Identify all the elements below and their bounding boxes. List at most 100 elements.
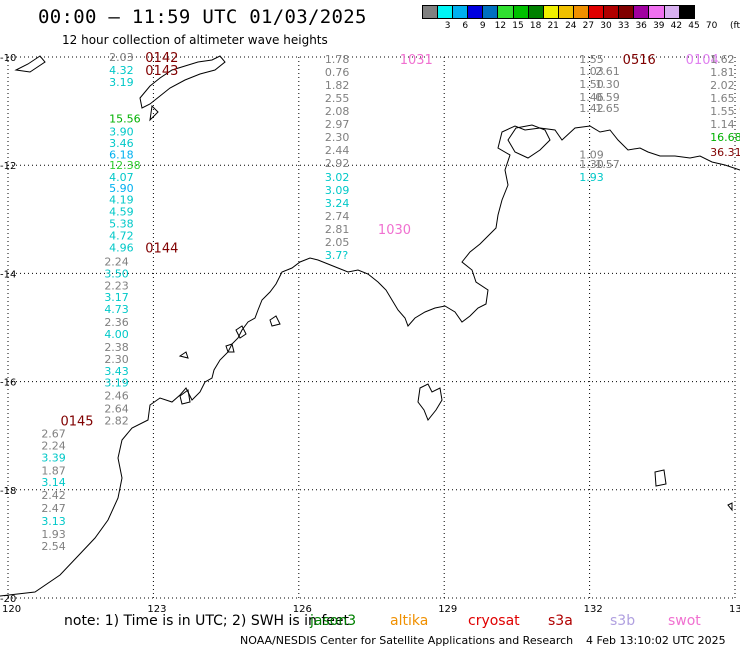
track-time-label: 0142	[145, 51, 178, 66]
wave-height-value: 2.64	[104, 403, 129, 416]
wave-height-value: 2.36	[104, 316, 129, 329]
wave-height-value: 3.7?	[325, 249, 348, 262]
legend-label: 12	[494, 21, 507, 31]
wave-height-value: 2.92	[325, 157, 350, 170]
footer-note: note: 1) Time is in UTC; 2) SWH is in fe…	[64, 613, 350, 629]
wave-height-value: 4.72	[109, 230, 133, 243]
generated-timestamp: 4 Feb 13:10:02 UTC 2025	[586, 634, 726, 647]
track-time-label: 1030	[378, 223, 411, 238]
credit-text: NOAA/NESDIS Center for Satellite Applica…	[240, 634, 574, 647]
wave-height-value: 36.31	[710, 146, 740, 159]
lat-tick-label: -14	[0, 269, 16, 280]
lon-tick-label: 132	[584, 604, 603, 615]
wave-height-value: 2.42	[41, 489, 66, 502]
wave-height-value: 1.46	[579, 91, 604, 104]
legend-label: 36	[635, 21, 647, 31]
wave-height-value: 1.14	[710, 118, 735, 131]
wave-height-value: 2.54	[41, 540, 66, 553]
map-subtitle: 12 hour collection of altimeter wave hei…	[62, 33, 328, 47]
wave-height-value: 2.03	[109, 51, 133, 64]
satellite-label: s3a	[548, 613, 573, 629]
footer: note: 1) Time is in UTC; 2) SWH is in fe…	[0, 612, 740, 650]
wave-height-value: 4.32	[109, 64, 133, 77]
lat-tick-label: -18	[0, 486, 16, 497]
legend-label: 24	[565, 21, 577, 31]
wave-height-value: 1.78	[325, 53, 350, 66]
wave-height-value: 0.59	[595, 91, 620, 104]
wave-height-value: 2.30	[325, 131, 350, 144]
wave-height-value: 2.81	[325, 223, 350, 236]
legend-label: 21	[547, 21, 559, 31]
legend-label: 27	[582, 21, 595, 31]
legend-label: 39	[653, 21, 665, 31]
satellite-label: altika	[390, 613, 429, 629]
satellite-label: cryosat	[468, 613, 520, 629]
wave-height-value: 1.30	[595, 78, 620, 91]
wave-height-value: 1.09	[579, 148, 604, 161]
wave-height-value: 3.02	[325, 171, 350, 184]
wave-height-value: 6.18	[109, 148, 133, 161]
wave-height-value: 1.03	[579, 65, 604, 78]
wave-height-value: 2.08	[325, 105, 350, 118]
wave-height-value: 0.76	[325, 66, 350, 79]
lon-tick-label: 120	[2, 604, 21, 615]
wave-height-value: 4.00	[104, 328, 129, 341]
wave-height-value: 3.09	[325, 184, 350, 197]
lat-tick-label: -20	[0, 594, 16, 605]
wave-height-value: 2.24	[41, 439, 66, 452]
coastline-mainland	[0, 125, 740, 597]
map-title: 00:00 – 11:59 UTC 01/03/2025	[38, 6, 367, 28]
wave-height-value: 2.55	[325, 92, 350, 105]
wave-height-value: 1.93	[579, 171, 604, 184]
wave-height-value: 2.47	[41, 502, 66, 515]
track-time-label: 1031	[400, 53, 433, 68]
lat-tick-label: -10	[0, 53, 16, 64]
wave-height-value: 3.90	[109, 126, 133, 139]
wave-height-value: 1.81	[710, 66, 735, 79]
wave-height-value: 3.39	[41, 451, 66, 464]
coastline-timor	[14, 55, 226, 122]
wave-height-value: 1.55	[579, 53, 604, 66]
wave-height-value: 3.50	[104, 267, 129, 280]
wave-height-value: 3.19	[109, 76, 133, 89]
coastline	[0, 55, 740, 597]
wave-height-value: 3.46	[109, 137, 133, 150]
wave-height-value: 15.56	[109, 113, 140, 126]
lat-tick-label: -12	[0, 161, 16, 172]
legend-label: 3	[444, 21, 451, 31]
wave-height-value: 1.82	[325, 79, 350, 92]
wave-height-value: 2.05	[325, 236, 350, 249]
wave-height-value: 3.13	[41, 515, 66, 528]
wave-height-value: 3.17	[104, 291, 129, 304]
track-time-label: 0516	[623, 53, 656, 68]
wave-height-value: 2.24	[104, 255, 129, 268]
wave-height-value: 1.42	[579, 102, 604, 115]
legend-unit: (ft)	[730, 21, 740, 31]
color-legend	[422, 5, 695, 19]
wave-height-value: 16.68	[710, 131, 740, 144]
legend-label: 70	[705, 21, 718, 31]
legend-label: 30	[600, 21, 612, 31]
lon-tick-label: 126	[293, 604, 312, 615]
wave-height-value: 2.67	[41, 428, 66, 441]
legend-label: 33	[617, 21, 630, 31]
wave-height-value: 3.43	[104, 365, 129, 378]
lat-tick-label: -16	[0, 378, 16, 389]
wave-height-value: 1.87	[41, 464, 66, 477]
satellite-label: s3b	[610, 613, 636, 629]
wave-height-value: 4.19	[109, 193, 133, 206]
altimeter-tracks: 2.034.323.1915.563.903.466.1812.384.075.…	[41, 51, 740, 553]
lon-tick-label: 129	[438, 604, 457, 615]
lon-tick-label: 123	[147, 604, 166, 615]
track-time-label: 0145	[60, 415, 93, 430]
legend-label: 42	[670, 21, 683, 31]
legend-label: 6	[462, 21, 469, 31]
wave-height-value: 4.07	[109, 171, 133, 184]
wave-height-value: 4.96	[109, 241, 133, 254]
wave-height-value: 2.61	[595, 65, 620, 78]
satellite-label: jason3	[310, 613, 357, 629]
wave-height-value: 1.55	[710, 105, 735, 118]
